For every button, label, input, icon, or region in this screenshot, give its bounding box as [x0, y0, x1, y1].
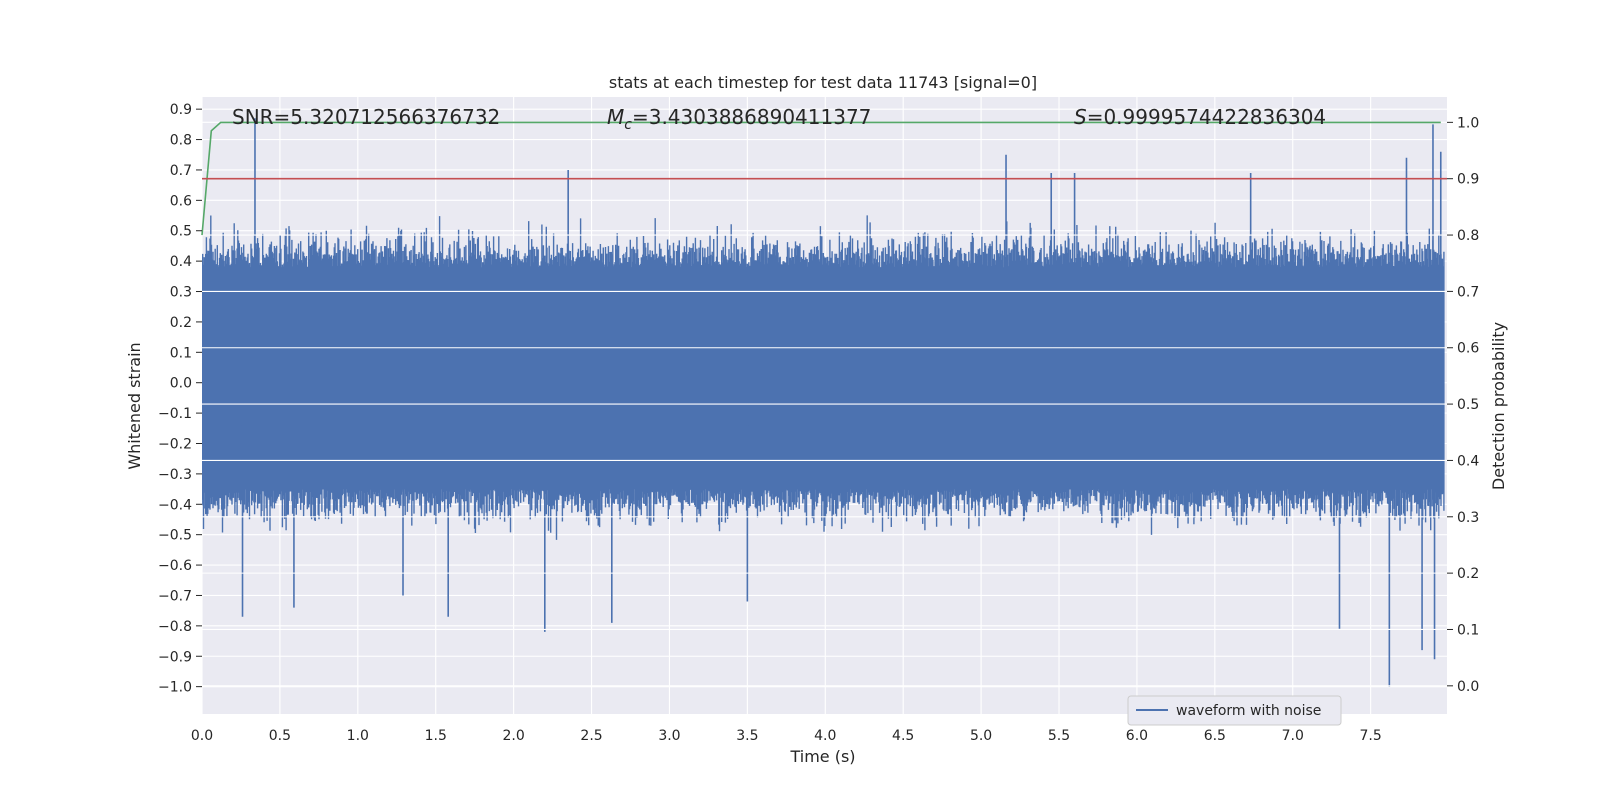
x-tick-label: 6.0	[1126, 728, 1148, 744]
snr-annotation: SNR=5.320712566376732	[232, 105, 500, 129]
waveform-core	[202, 346, 1444, 426]
y-axis-label: Whitened strain	[125, 342, 144, 469]
score-value: =0.9999574422836304	[1087, 105, 1326, 129]
y-tick-label: 0.0	[170, 376, 192, 392]
y2-tick-label: 0.0	[1457, 679, 1479, 695]
x-tick-label: 0.0	[191, 728, 213, 744]
x-axis-ticks: 0.0 0.5 1.0 1.5 2.0 2.5 3.0 3.5 4.0 4.5 5.0 5.5 6.0 6…	[191, 728, 1382, 744]
y-tick-label: −0.8	[158, 619, 192, 635]
probability-series	[201, 121, 1447, 687]
score-annotation: S=0.9999574422836304	[1074, 105, 1326, 129]
x-tick-label: 1.0	[347, 728, 369, 744]
y2-tick-label: 1.0	[1457, 115, 1479, 131]
y-tick-label: −0.6	[158, 558, 192, 574]
x-axis-label: Time (s)	[789, 747, 855, 766]
y-axis-ticks: −1.0 −0.9 −0.8 −0.7 −0.6 −0.5 −0.4 −0.3 −0.2 −0.1…	[158, 102, 202, 696]
y2-tick-label: 0.1	[1457, 622, 1479, 638]
y-tick-label: −0.2	[158, 436, 192, 452]
y-tick-label: 0.8	[170, 133, 192, 149]
x-tick-label: 6.5	[1204, 728, 1226, 744]
y2-tick-label: 0.6	[1457, 341, 1479, 357]
y2-axis-ticks: 0.0 0.1 0.2 0.3 0.4 0.5 0.6 0.7 0.8 0.9 1.0	[1447, 115, 1479, 695]
legend: waveform with noise	[1127, 695, 1342, 726]
chirp-mass-value: =3.4303886890411377	[632, 105, 871, 129]
chirp-mass-subscript: c	[624, 117, 632, 133]
y2-tick-label: 0.8	[1457, 228, 1479, 244]
y-tick-label: 0.3	[170, 285, 192, 301]
y2-axis-label: Detection probability	[1489, 322, 1508, 490]
y2-tick-label: 0.2	[1457, 566, 1479, 582]
y-tick-label: −0.5	[158, 528, 192, 544]
y-tick-label: −0.3	[158, 467, 192, 483]
legend-label: waveform with noise	[1176, 703, 1321, 719]
x-tick-label: 4.0	[814, 728, 836, 744]
x-tick-label: 0.5	[269, 728, 291, 744]
x-tick-label: 2.5	[580, 728, 602, 744]
chirp-mass-symbol: M	[607, 105, 624, 129]
y-tick-label: 0.9	[170, 102, 192, 118]
y-tick-label: −1.0	[158, 680, 192, 696]
y2-tick-label: 0.9	[1457, 172, 1479, 188]
y-tick-label: −0.7	[158, 588, 192, 604]
chart-title: stats at each timestep for test data 117…	[609, 73, 1037, 92]
y-tick-label: 0.2	[170, 315, 192, 331]
y2-tick-label: 0.3	[1457, 510, 1479, 526]
score-symbol: S	[1074, 105, 1087, 129]
x-tick-label: 3.5	[736, 728, 758, 744]
x-tick-label: 5.0	[970, 728, 992, 744]
waveform-series	[202, 118, 1445, 687]
y2-tick-label: 0.7	[1457, 284, 1479, 300]
y2-tick-label: 0.5	[1457, 397, 1479, 413]
detection-probability-line	[201, 121, 1441, 236]
y-tick-label: −0.1	[158, 406, 192, 422]
y-tick-label: 0.5	[170, 224, 192, 240]
y-tick-label: 0.6	[170, 193, 192, 209]
y-tick-label: 0.4	[170, 254, 192, 270]
x-tick-label: 2.0	[503, 728, 525, 744]
x-tick-label: 1.5	[425, 728, 447, 744]
y-tick-label: 0.1	[170, 345, 192, 361]
y2-tick-label: 0.4	[1457, 453, 1479, 469]
y-tick-label: −0.9	[158, 649, 192, 665]
x-tick-label: 7.0	[1282, 728, 1304, 744]
chirp-mass-annotation: Mc=3.4303886890411377	[607, 105, 871, 133]
x-tick-label: 3.0	[658, 728, 680, 744]
y-tick-label: 0.7	[170, 163, 192, 179]
x-tick-label: 5.5	[1048, 728, 1070, 744]
y-tick-label: −0.4	[158, 497, 192, 513]
x-tick-label: 7.5	[1360, 728, 1382, 744]
x-tick-label: 4.5	[892, 728, 914, 744]
legend-box	[1127, 695, 1342, 726]
